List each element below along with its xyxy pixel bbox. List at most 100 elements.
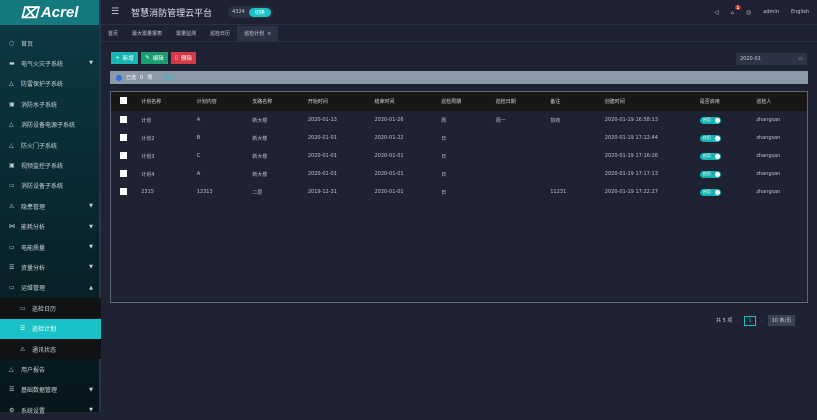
table-cell [486,183,541,201]
delete-button[interactable]: ▯ 删除 [171,52,197,64]
table-cell: 2020-01-01 [374,189,404,195]
table-cell: 周 [441,117,447,124]
sidebar-item-power[interactable]: △ 消防设备电源子系统 [9,121,76,130]
table-cell: 日 [441,153,447,160]
clear-link[interactable]: 清空 [164,75,175,81]
logo-icon: ⌧ [20,4,38,22]
enable-toggle[interactable]: 启用 [699,134,721,142]
column-header[interactable]: 开始时间 [297,92,365,111]
enable-toggle[interactable]: 启用 [699,170,721,178]
sidebar-item-fire[interactable]: ▬ 电气火灾子系统 ▼ [9,59,93,68]
user-menu[interactable]: admin [763,9,779,15]
table-row[interactable]: 计划 A 新大楼 2020-01-13 2020-01-26 周 周一 协商 2020-01-1… [111,111,807,129]
table-cell: 2020-01-01 [374,153,404,159]
page-size-select[interactable]: 10 条/页 [767,315,796,326]
project-switch[interactable]: 4324 切换 [228,6,273,18]
column-header[interactable]: 巡检日期 [485,92,541,111]
column-header[interactable]: 是否启用 [689,92,747,111]
add-button[interactable]: + 新增 [111,52,138,64]
column-header[interactable]: 计划内容 [186,92,243,111]
column-header[interactable]: 巡检人 [746,92,807,111]
month-picker[interactable]: 2020-01 ▭ [736,53,807,65]
tab-1[interactable]: 最大需量报表 [132,31,163,37]
sidebar-item-list[interactable]: ☰ 资量分析 ▼ [9,263,93,272]
tab-3[interactable]: 巡检日历 [210,31,231,37]
chevron-down-icon: ▼ [89,223,93,230]
plan-icon: ☰ [20,325,26,333]
sidebar-item-shield[interactable]: △ 防雷保护子系统 [9,80,64,89]
top-bar: ☰ 智慧消防管理云平台 4324 切换 ◁ ▵ 1 ◎ admin English [101,0,817,25]
sidebar-item-gear[interactable]: ⚙ 系统设置 ▼ [9,406,93,415]
tab-0[interactable]: 首页 [108,31,119,37]
close-icon[interactable]: × [267,30,272,37]
sidebar-item-video[interactable]: ▣ 视频监控子系统 [9,161,64,170]
row-checkbox[interactable] [120,151,127,159]
enable-toggle[interactable]: 启用 [699,116,721,124]
column-header[interactable]: 备注 [540,92,595,111]
sidebar-item-home[interactable]: ○ 首页 [9,39,34,48]
tab-4[interactable]: 巡检计划 × [237,26,279,41]
sidebar-item-chart[interactable]: ⋈ 能耗分析 ▼ [9,223,93,232]
sidebar-item-warning[interactable]: ⚠ 隐患管理 ▼ [9,202,93,211]
language-switch[interactable]: English [790,9,809,15]
table-row[interactable]: 计划4 A 新大楼 2020-01-01 2020-01-01 日 2020-01-19 1… [111,165,807,183]
table-cell: A [196,117,201,123]
tools-icon: ▭ [9,284,15,292]
table-cell: 二层 [252,189,263,196]
sidebar-item-report[interactable]: △ 用户报告 [9,365,46,374]
table-cell: zhangsan [756,117,781,123]
sidebar-item-camera[interactable]: ▭ 消防设备子系统 [9,182,64,191]
table-cell: zhangsan [756,171,781,177]
table-cell: zhangsan [756,135,781,141]
table-cell: 2020-01-22 [374,135,404,141]
enable-toggle[interactable]: 启用 [699,152,721,160]
sidebar-item-meter[interactable]: ▭ 电能质量 ▼ [9,243,93,252]
table-cell: 新大楼 [252,135,268,142]
table-cell: 新大楼 [252,153,268,160]
sidebar-item-calendar[interactable]: ▭ 巡检日历 [0,298,101,319]
camera-icon: ▭ [9,182,15,190]
column-header[interactable]: 创建时间 [594,92,690,111]
plus-icon: + [115,55,120,61]
tab-2[interactable]: 需量监测 [176,31,197,37]
column-header[interactable]: 巡检周期 [431,92,486,111]
help-icon[interactable]: ◎ [746,8,752,16]
chart-icon: ⋈ [9,223,15,231]
sidebar-item-tools[interactable]: ▭ 运维管理 ▲ [9,284,93,293]
table-cell: zhangsan [756,153,781,159]
enable-toggle[interactable]: 启用 [699,188,721,196]
next-page-icon[interactable]: › [760,317,763,324]
table-cell: A [196,171,201,177]
row-checkbox[interactable] [120,133,127,141]
bell-icon[interactable]: ▵ 1 [731,4,741,16]
table-cell: 2020-01-01 [307,171,337,177]
table-row[interactable]: 计划3 C 新大楼 2020-01-01 2020-01-01 日 2020-01-19 1… [111,147,807,165]
shield-icon: △ [9,80,14,88]
column-header[interactable]: 结束时间 [364,92,432,111]
table-row[interactable]: 2315 12313 二层 2019-12-31 2020-01-01 日 11231 202… [111,183,807,201]
table-cell: 2020-01-19 16:58:13 [604,117,658,123]
edit-button[interactable]: ✎ 编辑 [141,52,168,64]
fire-icon: ▬ [9,59,15,67]
sidebar-item-plan[interactable]: ☰ 巡检计划 [0,318,101,339]
table-cell: C [196,153,201,159]
broadcast-icon[interactable]: ◁ [714,8,719,16]
row-checkbox[interactable] [120,169,127,177]
select-all-checkbox[interactable] [120,97,127,104]
page-1[interactable]: 1 [744,315,756,326]
table-row[interactable]: 计划2 B 新大楼 2020-01-01 2020-01-22 日 2020-01-19 1… [111,129,807,147]
sidebar-item-signal[interactable]: ⚠ 通讯状态 [0,339,101,359]
menu-toggle-icon[interactable]: ☰ [111,7,120,17]
trash-icon: ▯ [175,55,179,61]
sidebar-item-door[interactable]: △ 防火门子系统 [9,141,58,150]
row-checkbox[interactable] [120,115,127,123]
water-icon: ▣ [9,100,15,108]
warning-icon: ⚠ [9,202,15,210]
sidebar-item-water[interactable]: ▣ 消防水子系统 [9,100,58,109]
pencil-icon: ✎ [145,55,150,61]
prev-page-icon[interactable]: ‹ [737,317,740,324]
sidebar-item-database[interactable]: ☰ 基础数据管理 ▼ [9,386,93,395]
column-header[interactable]: 计划名称 [131,92,187,111]
row-checkbox[interactable] [120,187,127,195]
column-header[interactable]: 支路名称 [242,92,298,111]
